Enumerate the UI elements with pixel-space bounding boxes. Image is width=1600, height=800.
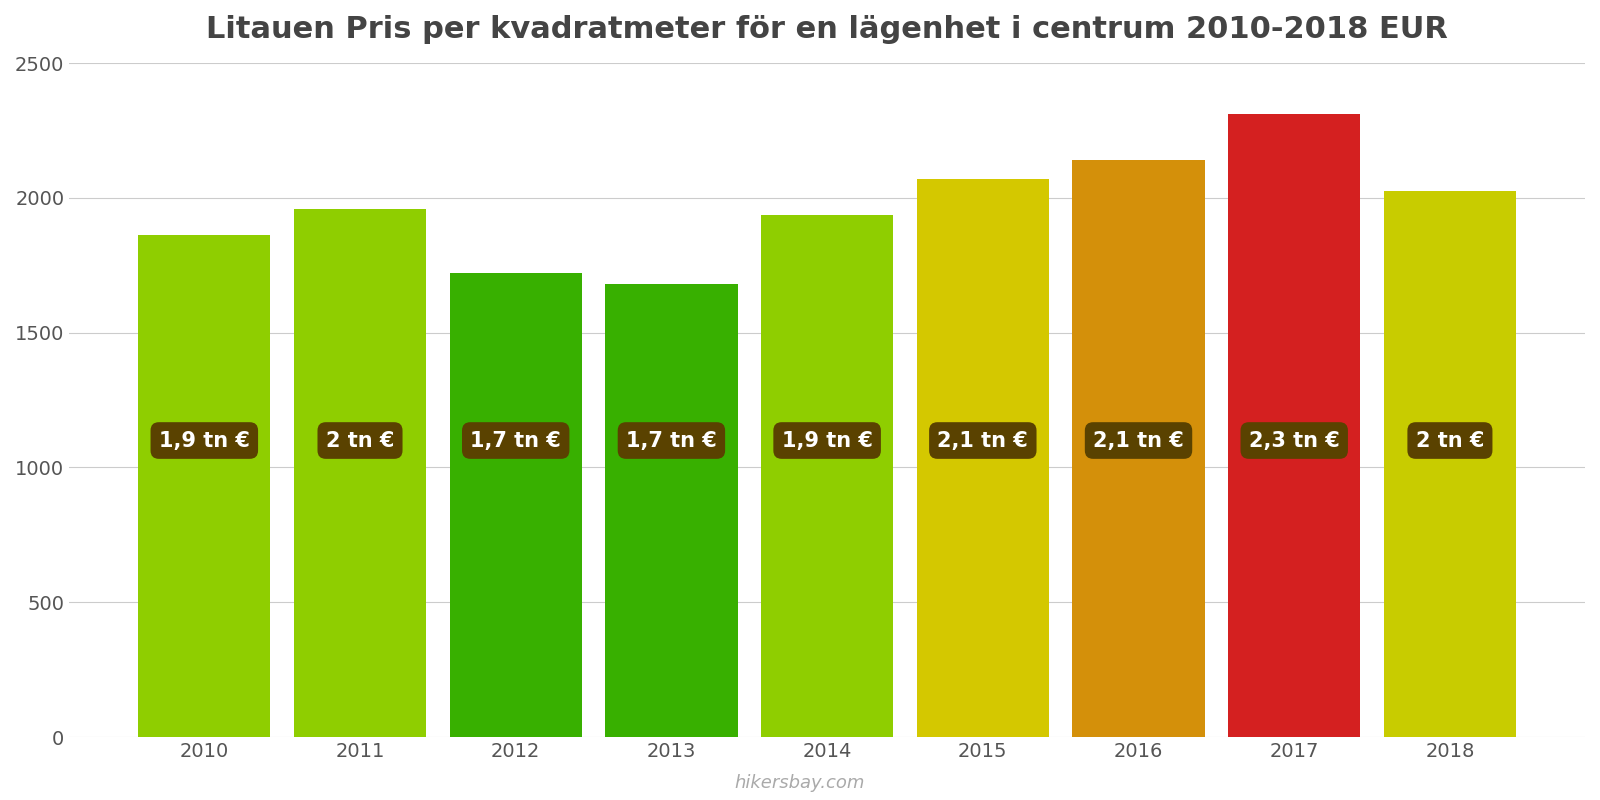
Text: 1,7 tn €: 1,7 tn €	[470, 430, 562, 450]
Bar	[138, 235, 270, 737]
Text: 2,1 tn €: 2,1 tn €	[938, 430, 1029, 450]
Text: 2,3 tn €: 2,3 tn €	[1250, 430, 1339, 450]
Text: 2 tn €: 2 tn €	[1416, 430, 1485, 450]
Text: 1,7 tn €: 1,7 tn €	[626, 430, 717, 450]
Text: 1,9 tn €: 1,9 tn €	[782, 430, 872, 450]
Bar	[294, 209, 426, 737]
Bar	[1072, 160, 1205, 737]
Text: hikersbay.com: hikersbay.com	[734, 774, 866, 792]
Title: Litauen Pris per kvadratmeter för en lägenhet i centrum 2010-2018 EUR: Litauen Pris per kvadratmeter för en läg…	[206, 15, 1448, 44]
Bar	[1384, 191, 1517, 737]
Text: 1,9 tn €: 1,9 tn €	[158, 430, 250, 450]
Bar	[450, 274, 582, 737]
Text: 2,1 tn €: 2,1 tn €	[1093, 430, 1184, 450]
Bar	[917, 179, 1050, 737]
Bar	[1229, 114, 1360, 737]
Text: 2 tn €: 2 tn €	[326, 430, 394, 450]
Bar	[762, 215, 893, 737]
Bar	[605, 284, 738, 737]
